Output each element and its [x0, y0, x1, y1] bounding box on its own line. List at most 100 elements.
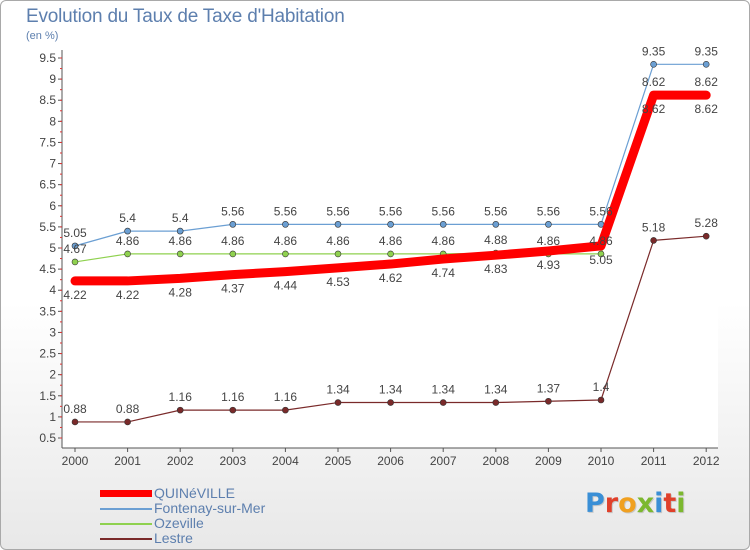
data-label: 5.18 — [642, 220, 666, 234]
data-point — [387, 221, 394, 228]
data-label: 4.28 — [169, 285, 193, 299]
data-point — [702, 61, 710, 68]
data-label: 5.56 — [274, 204, 298, 218]
y-tick-label: 8 — [49, 114, 56, 128]
logo-letter: i — [676, 488, 686, 519]
data-point — [124, 250, 131, 258]
data-point — [334, 399, 342, 406]
data-point — [492, 221, 500, 228]
data-label: 5.28 — [695, 216, 719, 230]
legend-swatch-fontenay — [100, 508, 152, 510]
y-tick-label: 8.5 — [39, 93, 56, 107]
legend-swatch-lestre — [100, 538, 152, 540]
x-tick-label: 2008 — [482, 454, 509, 468]
data-point — [282, 250, 289, 258]
data-label: 1.34 — [379, 383, 403, 397]
data-label: 5.56 — [326, 204, 350, 218]
data-point — [229, 221, 237, 228]
logo-letter: t — [663, 488, 677, 519]
data-point — [597, 396, 605, 404]
data-label: 8.62 — [642, 102, 666, 116]
legend-label-ozeville: Ozeville — [154, 515, 204, 531]
data-point — [439, 399, 447, 406]
y-tick-label: 7 — [49, 157, 56, 171]
plot-area — [62, 50, 718, 448]
x-tick-label: 2010 — [588, 454, 615, 468]
data-label: 4.86 — [589, 234, 613, 248]
data-point — [71, 258, 79, 266]
data-point — [71, 418, 79, 426]
proxiti-logo: Proxiti — [585, 488, 686, 519]
data-label: 1.37 — [537, 381, 561, 395]
data-label: 4.86 — [537, 234, 561, 248]
data-label: 4.44 — [274, 279, 298, 293]
x-tick-label: 2012 — [693, 454, 720, 468]
data-point — [545, 397, 552, 405]
data-label: 4.86 — [326, 234, 350, 248]
data-label: 1.34 — [326, 383, 350, 397]
x-tick-label: 2006 — [377, 454, 404, 468]
y-tick-label: 9.5 — [39, 51, 56, 65]
legend-label-fontenay: Fontenay-sur-Mer — [154, 500, 266, 516]
logo-letter: P — [585, 488, 605, 519]
y-tick-label: 4.5 — [39, 262, 56, 276]
data-point — [229, 406, 237, 414]
data-point — [71, 242, 79, 250]
data-point — [176, 250, 184, 258]
data-label: 5.4 — [119, 211, 136, 225]
logo-letter: r — [604, 488, 619, 519]
data-point — [387, 250, 394, 258]
chart-subtitle: (en %) — [26, 30, 59, 42]
data-label: 5.56 — [379, 204, 403, 218]
y-tick-label: 6.5 — [39, 178, 56, 192]
x-tick-label: 2004 — [272, 454, 299, 468]
data-label: 5.56 — [484, 204, 508, 218]
x-tick-label: 2003 — [219, 454, 246, 468]
y-tick-label: 4 — [49, 283, 56, 297]
data-label: 5.4 — [172, 211, 189, 225]
data-label: 4.37 — [221, 282, 245, 296]
data-label: 9.35 — [642, 44, 666, 58]
data-point — [282, 221, 289, 228]
data-label: 4.53 — [326, 275, 350, 289]
logo-letter: x — [636, 488, 655, 519]
data-label: 4.86 — [116, 234, 140, 248]
x-tick-label: 2001 — [114, 454, 141, 468]
data-label: 1.16 — [274, 390, 298, 404]
data-label: 4.88 — [484, 233, 508, 247]
logo-letter: i — [654, 488, 664, 519]
y-tick-label: 2 — [49, 368, 56, 382]
y-tick-label: 3 — [49, 325, 56, 339]
data-label: 8.62 — [695, 102, 719, 116]
data-label: 1.4 — [593, 380, 610, 394]
data-point — [650, 61, 657, 68]
data-label: 4.74 — [432, 266, 456, 280]
data-point — [597, 250, 605, 258]
data-point — [124, 418, 131, 426]
x-tick-label: 2007 — [430, 454, 457, 468]
data-label: 4.62 — [379, 271, 403, 285]
y-tick-label: 0.5 — [39, 431, 56, 445]
x-tick-label: 2009 — [535, 454, 562, 468]
data-point — [334, 250, 342, 258]
data-label: 4.86 — [221, 234, 245, 248]
data-label: 4.86 — [432, 234, 456, 248]
data-point — [334, 221, 342, 228]
y-tick-label: 3.5 — [39, 304, 56, 318]
y-tick-label: 1 — [49, 410, 56, 424]
legend-swatch-ozeville — [100, 523, 152, 525]
data-label: 1.34 — [432, 383, 456, 397]
data-label: 9.35 — [695, 44, 719, 58]
legend-swatch-quineville — [100, 490, 152, 497]
data-point — [650, 237, 657, 244]
y-tick-label: 9 — [49, 72, 56, 86]
data-point — [439, 221, 447, 228]
data-label: 4.83 — [484, 262, 508, 276]
data-point — [176, 406, 184, 414]
data-label: 5.56 — [432, 204, 456, 218]
data-label: 4.22 — [63, 288, 87, 302]
data-point — [176, 227, 184, 235]
data-label: 0.88 — [116, 402, 140, 416]
data-point — [545, 221, 552, 228]
series-line-0 — [70, 90, 711, 286]
